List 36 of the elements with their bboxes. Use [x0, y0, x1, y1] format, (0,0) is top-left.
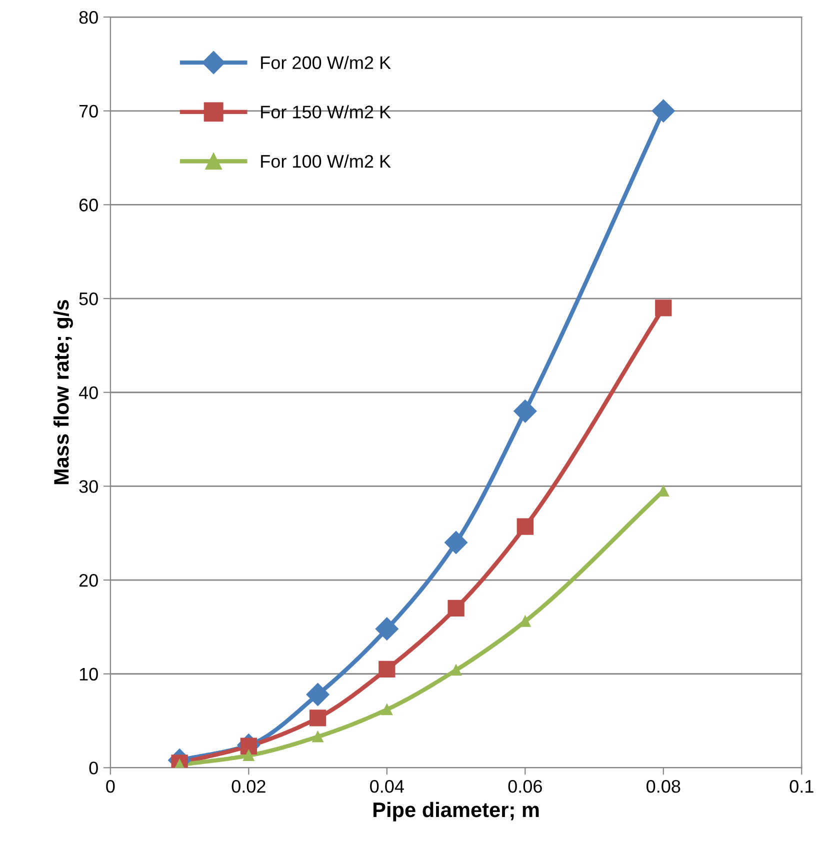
y-tick-label: 10 — [80, 668, 98, 681]
y-tick-label: 60 — [79, 198, 98, 212]
point — [312, 731, 324, 742]
point — [306, 683, 330, 706]
y-tick-label: 20 — [79, 574, 98, 587]
y-tick-label: 0 — [89, 762, 98, 774]
point — [514, 400, 537, 423]
x-tick-label: 0.06 — [508, 780, 542, 793]
legend-label: For 150 W/m2 K — [261, 105, 391, 118]
x-tick-label: 0.04 — [370, 780, 404, 793]
point — [240, 738, 258, 754]
y-axis-title: Mass flow rate; g/s — [53, 300, 73, 484]
point — [381, 704, 392, 716]
x-tick-label: 0.08 — [646, 780, 680, 793]
x-axis-title: Pipe diameter; m — [373, 802, 539, 822]
y-tick-label: 70 — [79, 104, 98, 118]
y-tick-label: 40 — [78, 386, 98, 400]
point — [450, 664, 462, 676]
point — [378, 660, 396, 678]
point — [448, 600, 464, 617]
legend-label: For 100 W/m2 K — [261, 154, 391, 168]
point — [444, 531, 468, 554]
x-tick-label: 0.1 — [790, 780, 814, 793]
y-tick-label: 50 — [79, 292, 98, 306]
point — [520, 616, 531, 627]
legend-label: For 200 W/m2 K — [261, 56, 391, 70]
y-tick-label: 30 — [79, 480, 98, 493]
point — [652, 99, 675, 122]
point — [375, 617, 398, 640]
x-tick-label: 0.02 — [232, 780, 266, 793]
point — [243, 750, 254, 762]
point — [655, 300, 672, 316]
point — [309, 710, 326, 726]
y-tick-label: 80 — [79, 10, 98, 24]
point — [516, 518, 534, 535]
x-tick-label: 0 — [106, 780, 115, 793]
